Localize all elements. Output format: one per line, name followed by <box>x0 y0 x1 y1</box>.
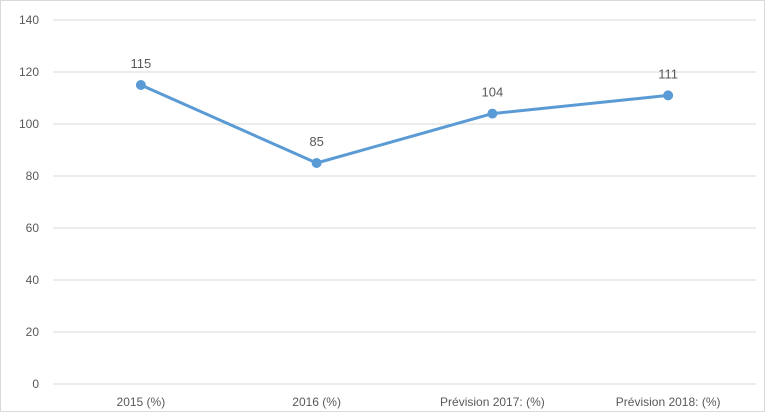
gridlines <box>53 19 756 385</box>
data-labels: 115 85 104 111 <box>131 56 679 149</box>
data-point <box>311 158 322 168</box>
data-point <box>487 108 498 119</box>
data-label: 85 <box>309 134 323 149</box>
y-tick-label: 60 <box>26 221 40 235</box>
y-tick-label: 100 <box>19 117 39 131</box>
data-label: 115 <box>131 56 152 71</box>
data-label: 111 <box>658 66 678 81</box>
y-tick-label: 20 <box>26 325 40 339</box>
series-line <box>139 83 670 165</box>
y-tick-label: 0 <box>32 377 39 391</box>
y-tick-label: 80 <box>26 169 40 183</box>
series-group <box>135 80 674 168</box>
y-axis-ticks: 0 20 40 60 80 100 120 140 <box>19 13 39 391</box>
data-label: 104 <box>482 85 504 100</box>
y-tick-label: 120 <box>19 65 39 79</box>
y-tick-label: 140 <box>19 13 39 27</box>
data-point <box>135 80 146 90</box>
data-point <box>663 90 674 101</box>
x-tick-label: 2016 (%) <box>292 395 341 409</box>
x-tick-label: Prévision 2018: (%) <box>616 395 721 409</box>
x-axis-ticks: 2015 (%) 2016 (%) Prévision 2017: (%) Prévi… <box>117 395 721 409</box>
x-tick-label: 2015 (%) <box>117 395 166 409</box>
x-tick-label: Prévision 2017: (%) <box>440 395 545 409</box>
y-tick-label: 40 <box>26 273 40 287</box>
